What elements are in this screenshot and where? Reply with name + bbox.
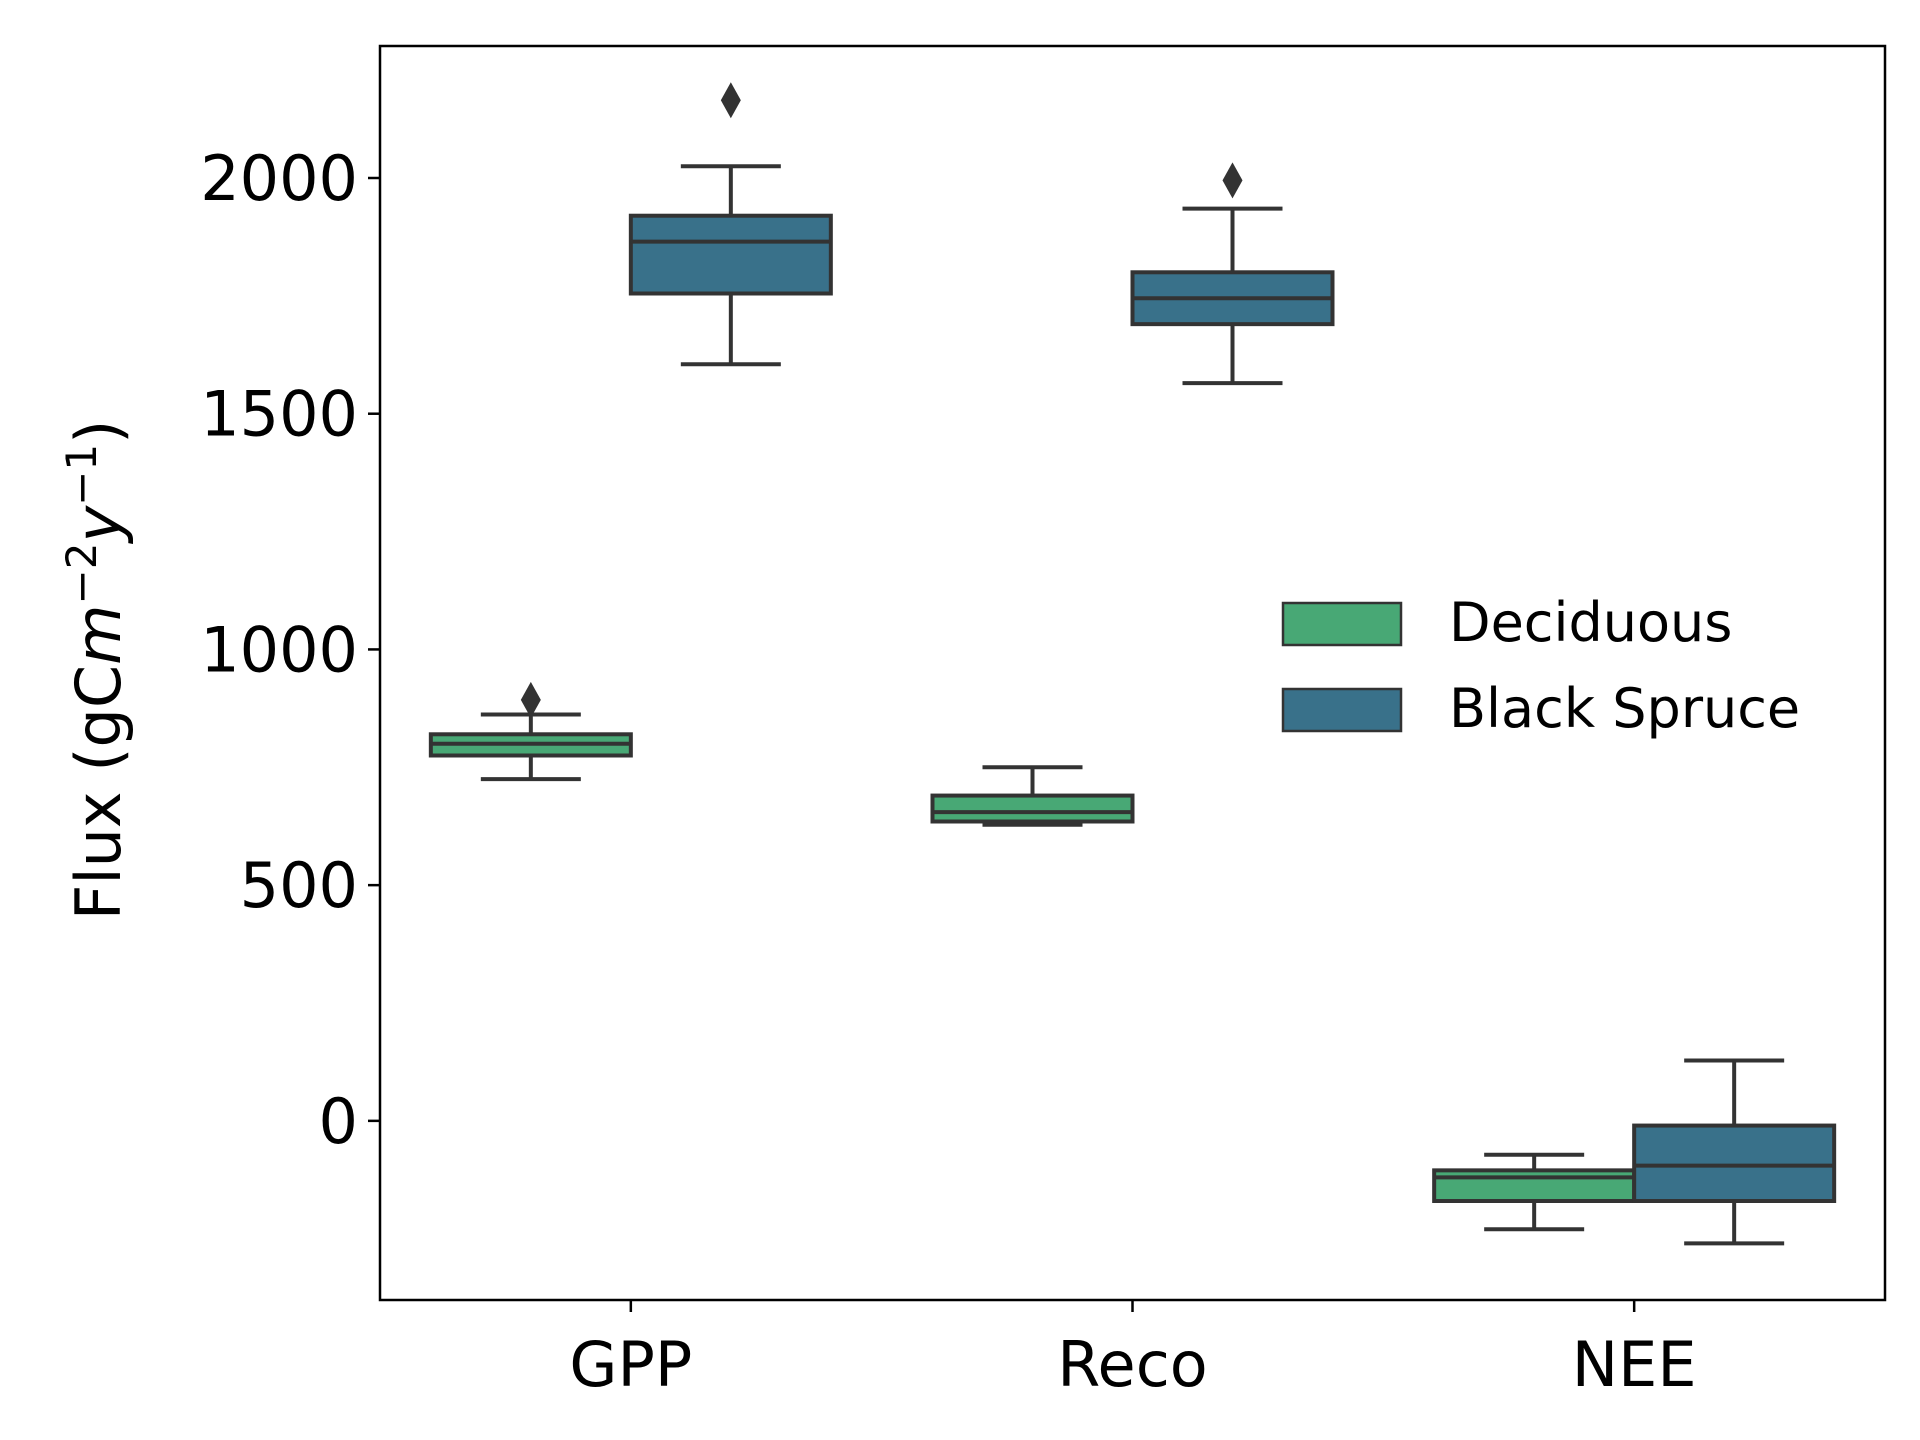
y-axis-title-part-2: m	[62, 604, 135, 664]
y-axis-title-part-5: −1	[57, 444, 106, 506]
box-deciduous-reco	[930, 765, 1135, 827]
y-axis-title: Flux (gCm−2y−1)	[57, 420, 136, 921]
x-tick-label-nee: NEE	[1572, 1328, 1697, 1401]
box-deciduous-nee	[1432, 1152, 1637, 1232]
y-axis-title-part-1: Flux (gC	[62, 665, 135, 920]
box-iqr	[930, 793, 1135, 824]
y-axis-title-part-3: −2	[57, 543, 106, 605]
box-iqr	[1432, 1168, 1637, 1204]
y-tick-label-1500: 1500	[200, 378, 358, 451]
y-tick-label-0: 0	[319, 1085, 358, 1158]
box-deciduous-gpp	[428, 681, 633, 782]
boxes-layer	[428, 82, 1837, 1246]
legend-label-black-spruce: Black Spruce	[1449, 677, 1800, 740]
outlier-point	[520, 681, 541, 718]
legend-swatch-black-spruce	[1281, 687, 1403, 733]
plot-frame	[378, 44, 1887, 1302]
legend: Deciduous Black Spruce	[1281, 591, 1800, 740]
outlier-point	[720, 82, 741, 119]
legend-label-deciduous: Deciduous	[1449, 591, 1732, 654]
box-black-spruce-reco	[1130, 162, 1335, 386]
y-tick-label-500: 500	[240, 849, 358, 922]
legend-swatch-deciduous	[1281, 601, 1403, 647]
y-tick-label-2000: 2000	[200, 142, 358, 215]
y-axis: 0 500 1000 1500 2000	[200, 142, 380, 1158]
x-axis: GPP Reco NEE	[569, 1300, 1697, 1401]
x-tick-label-gpp: GPP	[569, 1328, 692, 1401]
y-axis-title-part-4: y	[62, 505, 135, 545]
box-iqr	[628, 213, 833, 296]
box-black-spruce-nee	[1632, 1058, 1837, 1246]
box-iqr	[1632, 1123, 1837, 1203]
y-tick-label-1000: 1000	[200, 613, 358, 686]
x-tick-label-reco: Reco	[1057, 1328, 1207, 1401]
outlier-point	[1222, 162, 1243, 199]
y-axis-title-part-6: )	[62, 420, 135, 444]
box-black-spruce-gpp	[628, 82, 833, 367]
